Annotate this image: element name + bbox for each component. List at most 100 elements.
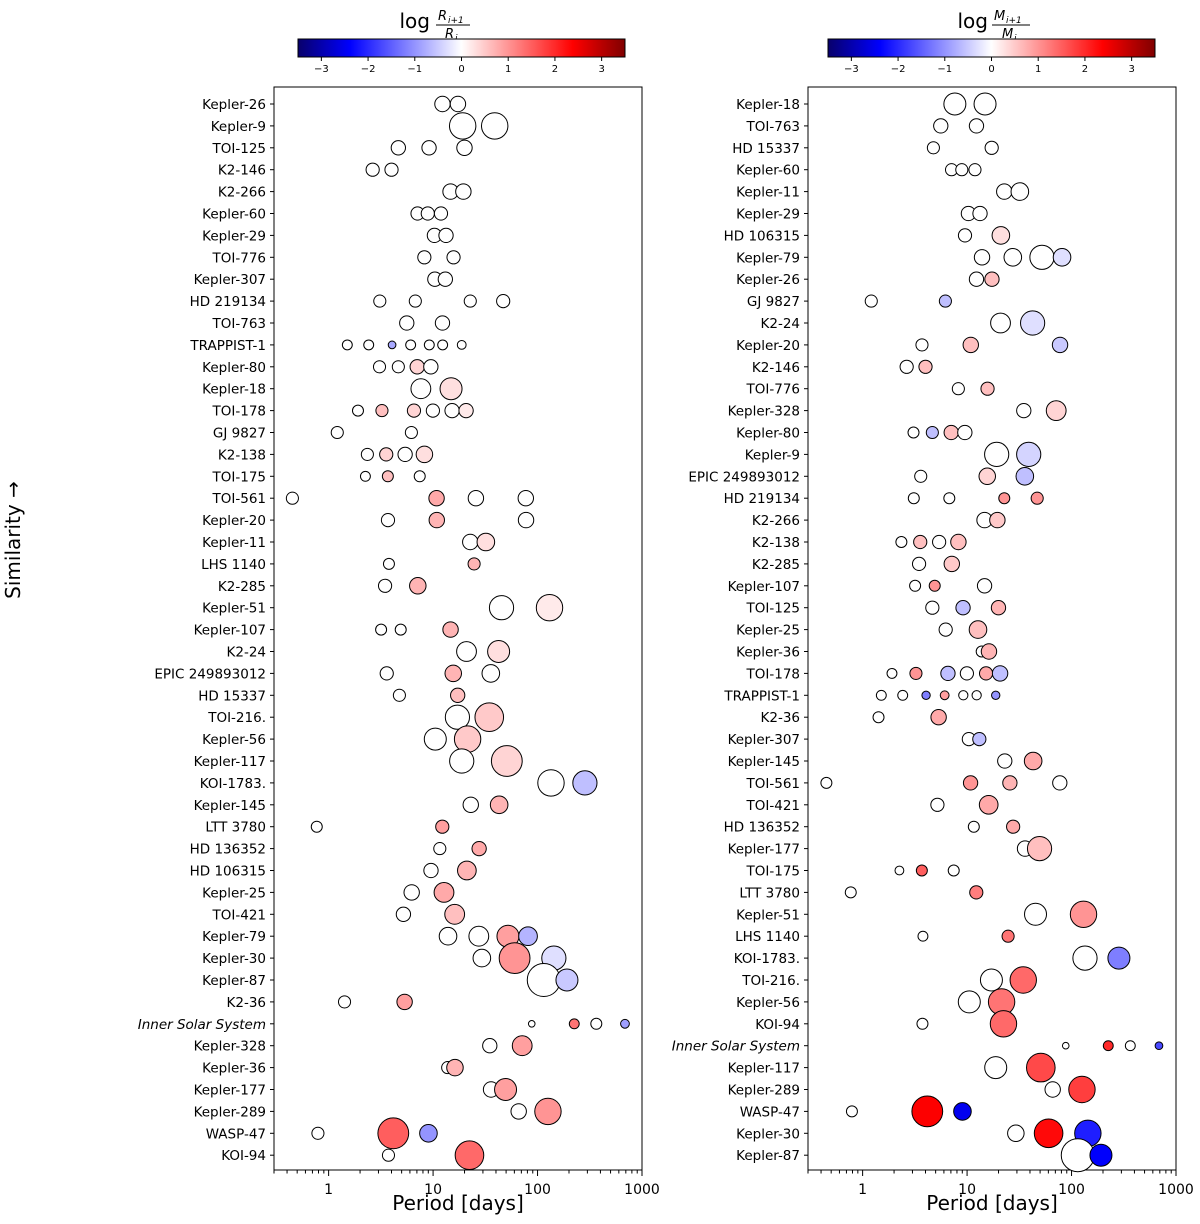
planet-marker <box>972 732 987 747</box>
system-label: GJ 9827 <box>747 294 800 310</box>
planet-marker <box>456 641 477 662</box>
planet-marker <box>413 470 426 483</box>
planet-marker <box>943 424 959 441</box>
planet-marker <box>1033 1118 1064 1149</box>
planet-marker <box>907 426 920 439</box>
planet-marker <box>365 162 380 177</box>
planet-marker <box>434 315 451 331</box>
planet-marker <box>967 820 980 833</box>
system-label: Kepler-117 <box>194 754 266 770</box>
planet-marker <box>433 882 455 903</box>
planet-marker <box>959 666 974 681</box>
planet-marker <box>449 95 467 113</box>
system-label: TOI-763 <box>212 316 267 332</box>
system-label: Kepler-56 <box>202 732 266 748</box>
system-label: EPIC 249893012 <box>154 666 266 682</box>
system-label: Kepler-20 <box>202 513 266 529</box>
planet-marker <box>399 315 415 331</box>
planet-marker <box>488 595 515 621</box>
planet-marker <box>915 864 928 877</box>
planet-marker <box>527 1020 536 1028</box>
planet-marker <box>359 470 371 482</box>
system-label: Kepler-60 <box>202 207 266 223</box>
planet-marker <box>938 294 952 308</box>
planet-marker <box>915 338 929 352</box>
x-tick-label: 1 <box>858 1182 867 1198</box>
planet-marker <box>394 623 407 636</box>
system-label: TOI-125 <box>746 601 801 617</box>
planet-marker <box>1007 1124 1025 1143</box>
planet-marker <box>978 666 994 681</box>
planet-marker <box>360 447 374 461</box>
planet-marker <box>1006 819 1021 834</box>
planet-marker <box>363 339 375 351</box>
planet-marker <box>1051 336 1069 354</box>
system-label: K2-24 <box>761 316 801 332</box>
planet-marker <box>434 95 451 113</box>
planet-marker <box>450 687 466 703</box>
left-colorbar-gradient <box>297 38 626 58</box>
system-label: K2-266 <box>752 513 800 529</box>
planet-marker <box>957 424 973 441</box>
system-label: WASP-47 <box>740 1104 800 1120</box>
colorbar-tick-label: 3 <box>1128 64 1134 75</box>
system-label: HD 219134 <box>190 294 266 310</box>
planet-marker <box>408 294 422 308</box>
planet-marker <box>410 378 432 400</box>
planet-marker <box>487 640 511 663</box>
planet-marker <box>377 578 393 593</box>
planet-marker <box>1016 441 1042 467</box>
planet-marker <box>510 1103 527 1120</box>
left-colorbar-numerator: R <box>438 9 447 24</box>
planet-marker <box>438 227 454 244</box>
system-label: LHS 1140 <box>201 557 266 573</box>
planet-marker <box>925 600 940 615</box>
colorbar-tick-label: −1 <box>407 64 422 75</box>
system-label: Inner Solar System <box>672 1039 800 1055</box>
system-label: Kepler-328 <box>194 1039 266 1055</box>
planet-marker <box>456 139 473 157</box>
system-label: TOI-561 <box>212 491 267 507</box>
colorbar-tick-label: −3 <box>314 64 329 75</box>
planet-marker <box>872 711 885 724</box>
planet-marker <box>989 1010 1018 1038</box>
planet-marker <box>341 339 353 351</box>
right-x-axis-label: Period [days] <box>926 1191 1058 1215</box>
right-colorbar-title: log <box>958 9 989 33</box>
planet-marker <box>395 906 412 922</box>
system-label: Kepler-30 <box>202 951 266 967</box>
planet-marker <box>845 1105 858 1118</box>
planet-marker <box>917 930 929 942</box>
system-label: TRAPPIST-1 <box>189 338 266 354</box>
system-label: TOI-216. <box>207 710 266 726</box>
planet-marker <box>423 359 439 375</box>
planet-marker <box>437 339 449 351</box>
planet-marker <box>453 725 482 753</box>
planet-marker <box>494 1078 518 1101</box>
planet-marker <box>379 666 394 681</box>
planet-marker <box>1052 247 1072 267</box>
planet-marker <box>382 557 395 570</box>
planet-marker <box>979 968 1003 992</box>
planet-marker <box>417 250 432 265</box>
planet-marker <box>1009 966 1037 994</box>
planet-marker <box>330 425 344 440</box>
planet-marker <box>518 926 538 947</box>
planet-marker <box>980 643 998 660</box>
system-label: HD 15337 <box>198 688 266 704</box>
planet-marker <box>875 689 887 701</box>
planet-marker <box>396 993 413 1011</box>
planet-marker <box>973 92 997 116</box>
system-label: KOI-94 <box>221 1148 266 1164</box>
planet-marker <box>997 753 1013 769</box>
colorbar-tick-label: 0 <box>458 64 464 75</box>
x-tick-label: 1000 <box>1158 1182 1194 1198</box>
system-label: Kepler-9 <box>745 447 800 463</box>
planet-marker <box>1072 945 1098 971</box>
planet-marker <box>947 864 960 877</box>
planet-marker <box>462 533 479 551</box>
system-label: HD 219134 <box>724 491 800 507</box>
system-label: K2-36 <box>761 710 801 726</box>
planet-marker <box>380 513 396 528</box>
